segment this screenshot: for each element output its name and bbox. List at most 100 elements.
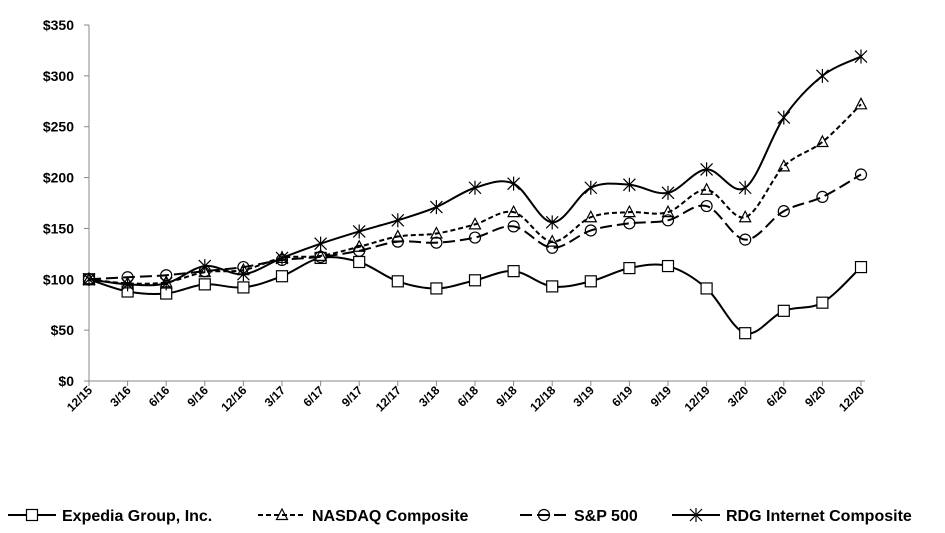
data-point bbox=[815, 134, 829, 148]
y-tick-label: $350 bbox=[43, 17, 74, 33]
data-point bbox=[391, 275, 404, 288]
data-point bbox=[854, 168, 868, 181]
x-tick-label: 6/16 bbox=[146, 383, 173, 410]
data-point bbox=[854, 260, 868, 274]
data-point bbox=[507, 176, 521, 191]
data-point bbox=[430, 282, 443, 295]
data-point bbox=[815, 68, 829, 83]
data-point bbox=[545, 215, 559, 230]
data-point bbox=[468, 231, 482, 244]
y-tick-label: $0 bbox=[58, 373, 74, 389]
x-tick-label: 9/19 bbox=[648, 383, 675, 410]
data-point bbox=[700, 162, 714, 177]
data-point bbox=[777, 304, 790, 317]
data-point bbox=[700, 199, 713, 213]
data-point bbox=[507, 204, 521, 218]
data-point bbox=[661, 204, 675, 218]
data-point bbox=[430, 236, 443, 249]
data-point bbox=[121, 277, 135, 292]
data-point bbox=[314, 250, 327, 264]
data-point bbox=[622, 204, 636, 218]
legend-marker bbox=[537, 508, 551, 522]
data-point bbox=[353, 244, 366, 257]
data-point bbox=[623, 217, 636, 230]
data-point bbox=[468, 217, 482, 230]
data-point bbox=[661, 259, 675, 273]
legend-entry: NASDAQ Composite bbox=[258, 507, 469, 525]
legend-marker bbox=[275, 507, 289, 521]
y-tick-label: $150 bbox=[43, 220, 74, 236]
data-point bbox=[739, 233, 752, 246]
data-point bbox=[777, 205, 790, 218]
series-line bbox=[88, 173, 862, 281]
data-point bbox=[622, 177, 636, 192]
data-point bbox=[507, 265, 520, 278]
data-point bbox=[236, 267, 250, 282]
data-point bbox=[352, 224, 366, 239]
data-point bbox=[237, 281, 250, 294]
x-tick-label: 12/18 bbox=[527, 383, 558, 414]
data-point bbox=[159, 276, 173, 291]
legend-entry: S&P 500 bbox=[520, 508, 638, 525]
y-tick-label: $100 bbox=[43, 271, 74, 287]
data-point bbox=[468, 274, 482, 287]
series-line bbox=[88, 55, 862, 287]
data-point bbox=[198, 278, 211, 291]
data-point bbox=[738, 209, 752, 223]
x-tick-label: 3/17 bbox=[262, 383, 289, 410]
legend-entry: RDG Internet Composite bbox=[672, 508, 912, 525]
data-point bbox=[623, 261, 636, 275]
data-point bbox=[854, 97, 868, 110]
x-tick-label: 12/16 bbox=[218, 383, 249, 414]
y-tick-label: $50 bbox=[51, 322, 75, 338]
x-tick-label: 9/20 bbox=[802, 383, 829, 410]
y-tick-label: $300 bbox=[43, 68, 74, 84]
data-point bbox=[661, 185, 675, 200]
data-point bbox=[584, 224, 597, 237]
data-point bbox=[584, 209, 598, 223]
legend-marker bbox=[25, 508, 39, 522]
x-tick-label: 6/19 bbox=[609, 383, 636, 410]
data-point bbox=[507, 220, 520, 233]
data-point bbox=[584, 275, 597, 288]
data-point bbox=[700, 182, 714, 195]
legend-label: Expedia Group, Inc. bbox=[62, 508, 212, 525]
x-tick-label: 9/16 bbox=[185, 383, 212, 410]
x-tick-label: 3/18 bbox=[416, 383, 443, 410]
data-point bbox=[198, 259, 212, 274]
data-point bbox=[738, 180, 752, 195]
data-point bbox=[739, 327, 752, 340]
data-point bbox=[816, 190, 829, 203]
data-point bbox=[661, 214, 675, 227]
legend-label: NASDAQ Composite bbox=[312, 508, 469, 525]
series-line bbox=[88, 103, 862, 285]
x-tick-label: 12/19 bbox=[682, 383, 713, 414]
x-tick-label: 3/20 bbox=[725, 383, 752, 410]
data-point bbox=[82, 272, 96, 287]
x-tick-label: 6/20 bbox=[764, 383, 791, 410]
data-point bbox=[391, 235, 404, 248]
data-point bbox=[275, 270, 289, 283]
data-point bbox=[854, 49, 868, 64]
data-point bbox=[314, 236, 328, 251]
data-point bbox=[353, 255, 366, 269]
x-tick-label: 9/17 bbox=[339, 383, 366, 410]
data-point bbox=[391, 213, 405, 228]
y-tick-label: $200 bbox=[43, 170, 74, 186]
data-point bbox=[816, 296, 829, 309]
x-tick-label: 3/16 bbox=[107, 383, 134, 410]
data-point bbox=[429, 226, 443, 239]
y-tick-label: $250 bbox=[43, 119, 74, 135]
data-point bbox=[314, 248, 328, 261]
data-point bbox=[429, 200, 443, 215]
x-tick-label: 3/19 bbox=[571, 383, 598, 410]
data-point bbox=[275, 250, 289, 265]
data-point bbox=[468, 180, 482, 195]
legend-entry: Expedia Group, Inc. bbox=[8, 508, 212, 525]
data-point bbox=[584, 180, 598, 195]
data-point bbox=[546, 241, 559, 254]
x-tick-label: 6/17 bbox=[300, 383, 327, 410]
data-point bbox=[777, 159, 791, 172]
